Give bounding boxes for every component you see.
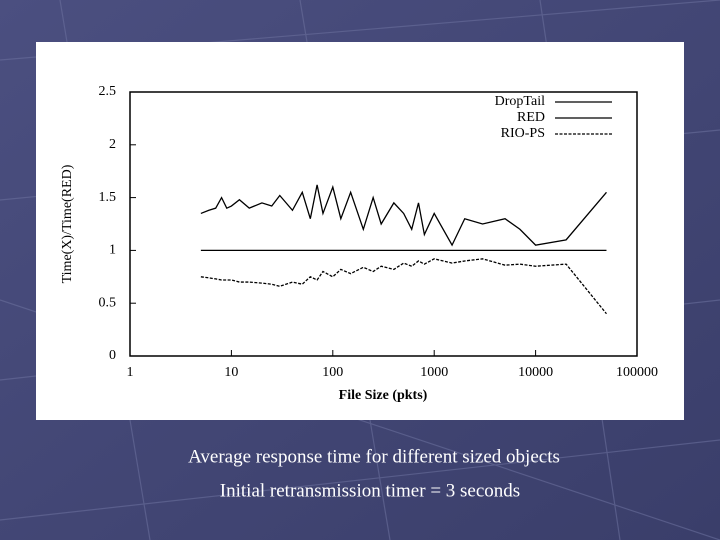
legend-label: DropTail: [495, 94, 545, 109]
chart-image: [36, 42, 684, 420]
y-tick-label: 2: [109, 137, 116, 152]
series-line: [200, 258, 607, 315]
legend-label: RIO-PS: [501, 126, 545, 141]
y-tick-label: 2.5: [99, 84, 117, 99]
caption: Initial retransmission timer = 3 seconds: [220, 480, 520, 501]
x-tick-label: 1: [127, 365, 134, 380]
x-tick-label: 10: [224, 365, 238, 380]
x-tick-label: 100: [322, 365, 343, 380]
y-tick-label: 1: [109, 243, 116, 258]
x-tick-label: 10000: [518, 365, 553, 380]
x-axis-label: File Size (pkts): [339, 388, 428, 403]
y-tick-label: 1.5: [99, 190, 117, 205]
legend-label: RED: [517, 110, 545, 125]
caption: Average response time for different size…: [188, 446, 560, 467]
x-tick-label: 100000: [616, 365, 658, 380]
plot-frame: [129, 91, 638, 357]
y-axis-label: Time(X)/Time(RED): [60, 164, 75, 283]
x-tick-label: 1000: [420, 365, 448, 380]
y-tick-label: 0: [109, 348, 116, 363]
y-tick-label: 0.5: [99, 295, 117, 310]
series-line: [200, 184, 607, 247]
